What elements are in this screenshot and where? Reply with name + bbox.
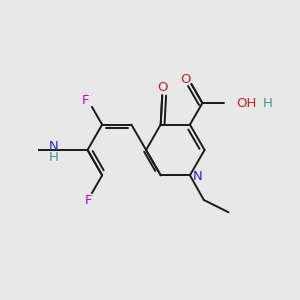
Text: N: N: [49, 140, 58, 153]
Text: H: H: [49, 151, 58, 164]
Text: F: F: [84, 194, 92, 207]
Text: O: O: [180, 73, 190, 86]
Text: H: H: [263, 97, 273, 110]
Text: N: N: [193, 170, 202, 183]
Text: F: F: [82, 94, 89, 107]
Text: O: O: [157, 81, 167, 94]
Text: OH: OH: [237, 97, 257, 110]
